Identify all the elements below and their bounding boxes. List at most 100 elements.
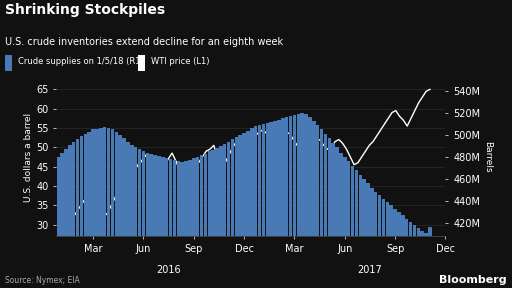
Text: Source: Nymex; EIA: Source: Nymex; EIA — [5, 276, 80, 285]
Bar — [111, 130, 114, 288]
Bar — [95, 130, 99, 288]
Bar — [115, 132, 118, 288]
Bar — [273, 121, 277, 288]
Bar — [301, 113, 304, 288]
Bar — [393, 209, 397, 288]
Bar — [370, 188, 374, 288]
Bar — [417, 228, 420, 288]
Bar — [188, 160, 191, 288]
Bar — [150, 154, 153, 288]
Bar — [250, 128, 253, 288]
Bar — [60, 153, 64, 288]
Bar — [401, 215, 404, 288]
Bar — [320, 130, 323, 288]
Bar — [200, 155, 203, 288]
Bar — [397, 212, 401, 288]
Bar — [266, 123, 269, 288]
Bar — [196, 157, 199, 288]
Bar — [239, 135, 242, 288]
Bar — [242, 133, 246, 288]
Bar — [219, 146, 223, 288]
Bar — [324, 134, 327, 288]
Bar — [65, 149, 68, 288]
Bar — [76, 139, 79, 288]
Bar — [386, 202, 389, 288]
Bar — [362, 179, 366, 288]
Bar — [184, 161, 188, 288]
Bar — [335, 147, 339, 288]
Y-axis label: U.S. dollars a barrel: U.S. dollars a barrel — [25, 112, 33, 202]
Bar — [142, 151, 145, 288]
Text: U.S. crude inventories extend decline for an eighth week: U.S. crude inventories extend decline fo… — [5, 37, 283, 48]
Bar — [277, 120, 281, 288]
Bar — [103, 127, 106, 288]
Bar — [374, 192, 377, 288]
Bar — [308, 118, 312, 288]
Bar — [269, 122, 273, 288]
Text: Bloomberg: Bloomberg — [439, 275, 507, 285]
Bar — [254, 126, 258, 288]
Bar — [153, 155, 157, 288]
Bar — [68, 145, 72, 288]
Bar — [424, 233, 428, 288]
Bar — [258, 125, 261, 288]
Bar — [347, 161, 350, 288]
Bar — [207, 151, 211, 288]
Bar — [145, 153, 149, 288]
Y-axis label: Barrels: Barrels — [483, 141, 492, 173]
Bar — [177, 161, 180, 288]
Text: WTI price (L1): WTI price (L1) — [151, 57, 209, 67]
Bar — [56, 157, 60, 288]
Bar — [134, 147, 137, 288]
Bar — [99, 128, 102, 288]
Bar — [339, 153, 343, 288]
Bar — [231, 139, 234, 288]
Text: 2016: 2016 — [156, 265, 181, 275]
Text: Shrinking Stockpiles: Shrinking Stockpiles — [5, 3, 165, 17]
Bar — [204, 154, 207, 288]
Bar — [234, 137, 238, 288]
Bar — [223, 144, 226, 288]
Bar — [215, 148, 219, 288]
Bar — [428, 227, 432, 288]
Bar — [83, 134, 87, 288]
Bar — [180, 162, 184, 288]
Bar — [382, 199, 385, 288]
Bar — [161, 157, 164, 288]
Bar — [130, 145, 134, 288]
Bar — [227, 142, 230, 288]
Bar — [192, 158, 196, 288]
Bar — [173, 160, 176, 288]
Bar — [296, 114, 300, 288]
Bar — [72, 142, 75, 288]
Bar — [289, 116, 292, 288]
Bar — [312, 121, 315, 288]
Bar — [304, 114, 308, 288]
Bar — [343, 157, 347, 288]
Bar — [91, 130, 95, 288]
Bar — [390, 205, 393, 288]
Bar — [118, 135, 122, 288]
Bar — [331, 143, 335, 288]
Bar — [409, 222, 412, 288]
Bar — [358, 175, 362, 288]
Bar — [107, 128, 110, 288]
Bar — [281, 118, 285, 288]
Bar — [328, 138, 331, 288]
Bar — [420, 231, 424, 288]
Bar — [246, 130, 250, 288]
Bar — [293, 115, 296, 288]
Bar — [316, 125, 319, 288]
Bar — [285, 118, 288, 288]
Bar — [378, 196, 381, 288]
Bar — [405, 219, 409, 288]
Bar — [413, 225, 416, 288]
Bar — [157, 156, 161, 288]
Bar — [126, 142, 130, 288]
Bar — [355, 170, 358, 288]
Bar — [262, 124, 265, 288]
Bar — [80, 136, 83, 288]
Bar — [138, 149, 141, 288]
Text: Crude supplies on 1/5/18 (R1): Crude supplies on 1/5/18 (R1) — [18, 57, 144, 67]
Bar — [211, 150, 215, 288]
